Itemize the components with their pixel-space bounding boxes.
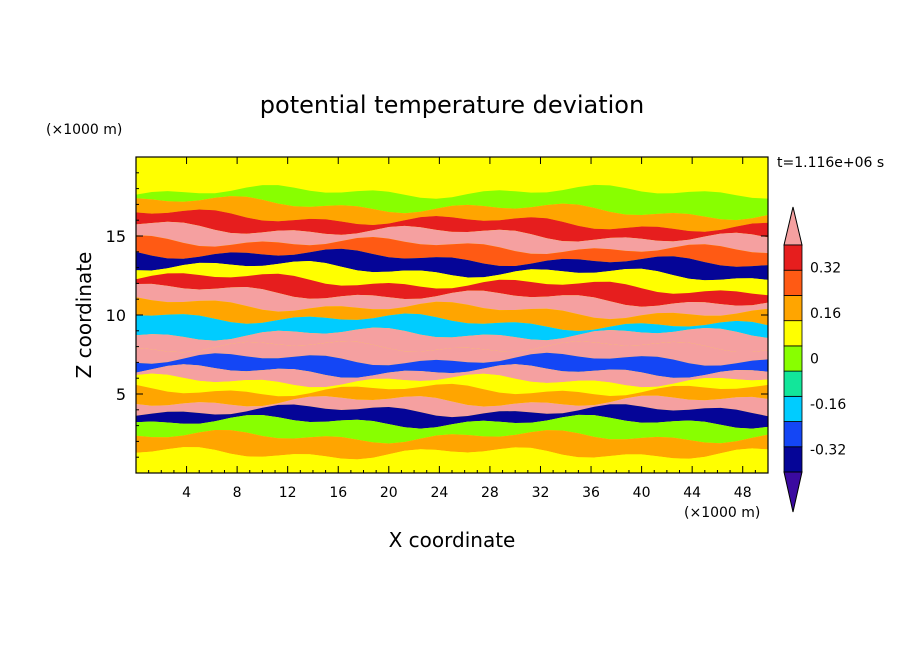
contour-band bbox=[136, 313, 768, 341]
x-unit-label: (×1000 m) bbox=[684, 505, 760, 521]
contour-band bbox=[136, 273, 768, 307]
plot-area bbox=[135, 156, 769, 474]
contour-band bbox=[136, 196, 768, 232]
time-label: t=1.116e+06 s bbox=[777, 155, 884, 171]
colorbar: -0.32 -0.16 0 0.16 0.32 bbox=[783, 206, 846, 513]
x-tick-label: 36 bbox=[582, 485, 600, 501]
contour-band bbox=[136, 283, 768, 320]
contour-band bbox=[136, 209, 768, 242]
y-tick-label: 15 bbox=[106, 227, 126, 246]
y-unit-label: (×1000 m) bbox=[46, 122, 122, 138]
colorbar-swatch bbox=[783, 295, 803, 322]
chart-title: potential temperature deviation bbox=[260, 91, 644, 119]
contour-band bbox=[136, 430, 768, 460]
contour-band bbox=[136, 235, 768, 267]
contour-band bbox=[136, 373, 768, 397]
x-tick-label: 32 bbox=[532, 485, 550, 501]
contour-band bbox=[136, 404, 768, 429]
contour-band bbox=[136, 261, 768, 296]
contour-band bbox=[136, 395, 768, 418]
x-axis: 4 8 12 16 20 24 28 32 36 40 44 48 bbox=[148, 157, 756, 501]
colorbar-swatch bbox=[783, 395, 803, 422]
contour-band bbox=[136, 170, 768, 199]
x-tick-label: 16 bbox=[329, 485, 347, 501]
colorbar-extend-low bbox=[783, 471, 803, 513]
x-axis-label: X coordinate bbox=[389, 528, 516, 552]
x-tick-label: 24 bbox=[430, 485, 448, 501]
contour-band bbox=[136, 414, 768, 444]
contour-band bbox=[136, 297, 768, 331]
contour-band bbox=[136, 157, 768, 184]
colorbar-swatch bbox=[783, 320, 803, 347]
x-tick-label: 44 bbox=[683, 485, 701, 501]
y-axis: 5 10 15 bbox=[106, 172, 768, 458]
contour-band bbox=[136, 221, 768, 254]
colorbar-swatch bbox=[783, 421, 803, 448]
x-tick-label: 48 bbox=[734, 485, 752, 501]
colorbar-tick-label: 0.16 bbox=[810, 306, 841, 322]
x-tick-label: 12 bbox=[279, 485, 297, 501]
contour-band bbox=[136, 248, 768, 281]
contour-band bbox=[136, 383, 768, 407]
colorbar-swatch bbox=[783, 244, 803, 271]
colorbar-tick-label: -0.16 bbox=[810, 397, 846, 413]
colorbar-swatch bbox=[783, 370, 803, 397]
colorbar-swatch bbox=[783, 446, 803, 473]
colorbar-extend-high bbox=[783, 206, 803, 246]
x-tick-label: 28 bbox=[481, 485, 499, 501]
colorbar-swatch bbox=[783, 345, 803, 372]
x-tick-label: 20 bbox=[380, 485, 398, 501]
contour-band bbox=[136, 327, 768, 353]
x-tick-label: 8 bbox=[233, 485, 242, 501]
contour-band bbox=[136, 341, 768, 366]
contour-band bbox=[136, 364, 768, 388]
contour-band bbox=[136, 352, 768, 378]
y-tick-label: 10 bbox=[106, 306, 126, 325]
colorbar-tick-label: 0 bbox=[810, 352, 819, 368]
contour-band bbox=[136, 184, 768, 221]
contour-field bbox=[136, 157, 768, 473]
y-tick-label: 5 bbox=[116, 385, 126, 404]
x-tick-label: 40 bbox=[633, 485, 651, 501]
contour-band bbox=[136, 447, 768, 473]
colorbar-tick-label: -0.32 bbox=[810, 442, 846, 458]
colorbar-swatch bbox=[783, 269, 803, 296]
colorbar-tick-label: 0.32 bbox=[810, 261, 841, 277]
x-tick-label: 4 bbox=[182, 485, 191, 501]
y-axis-label: Z coordinate bbox=[72, 252, 96, 379]
